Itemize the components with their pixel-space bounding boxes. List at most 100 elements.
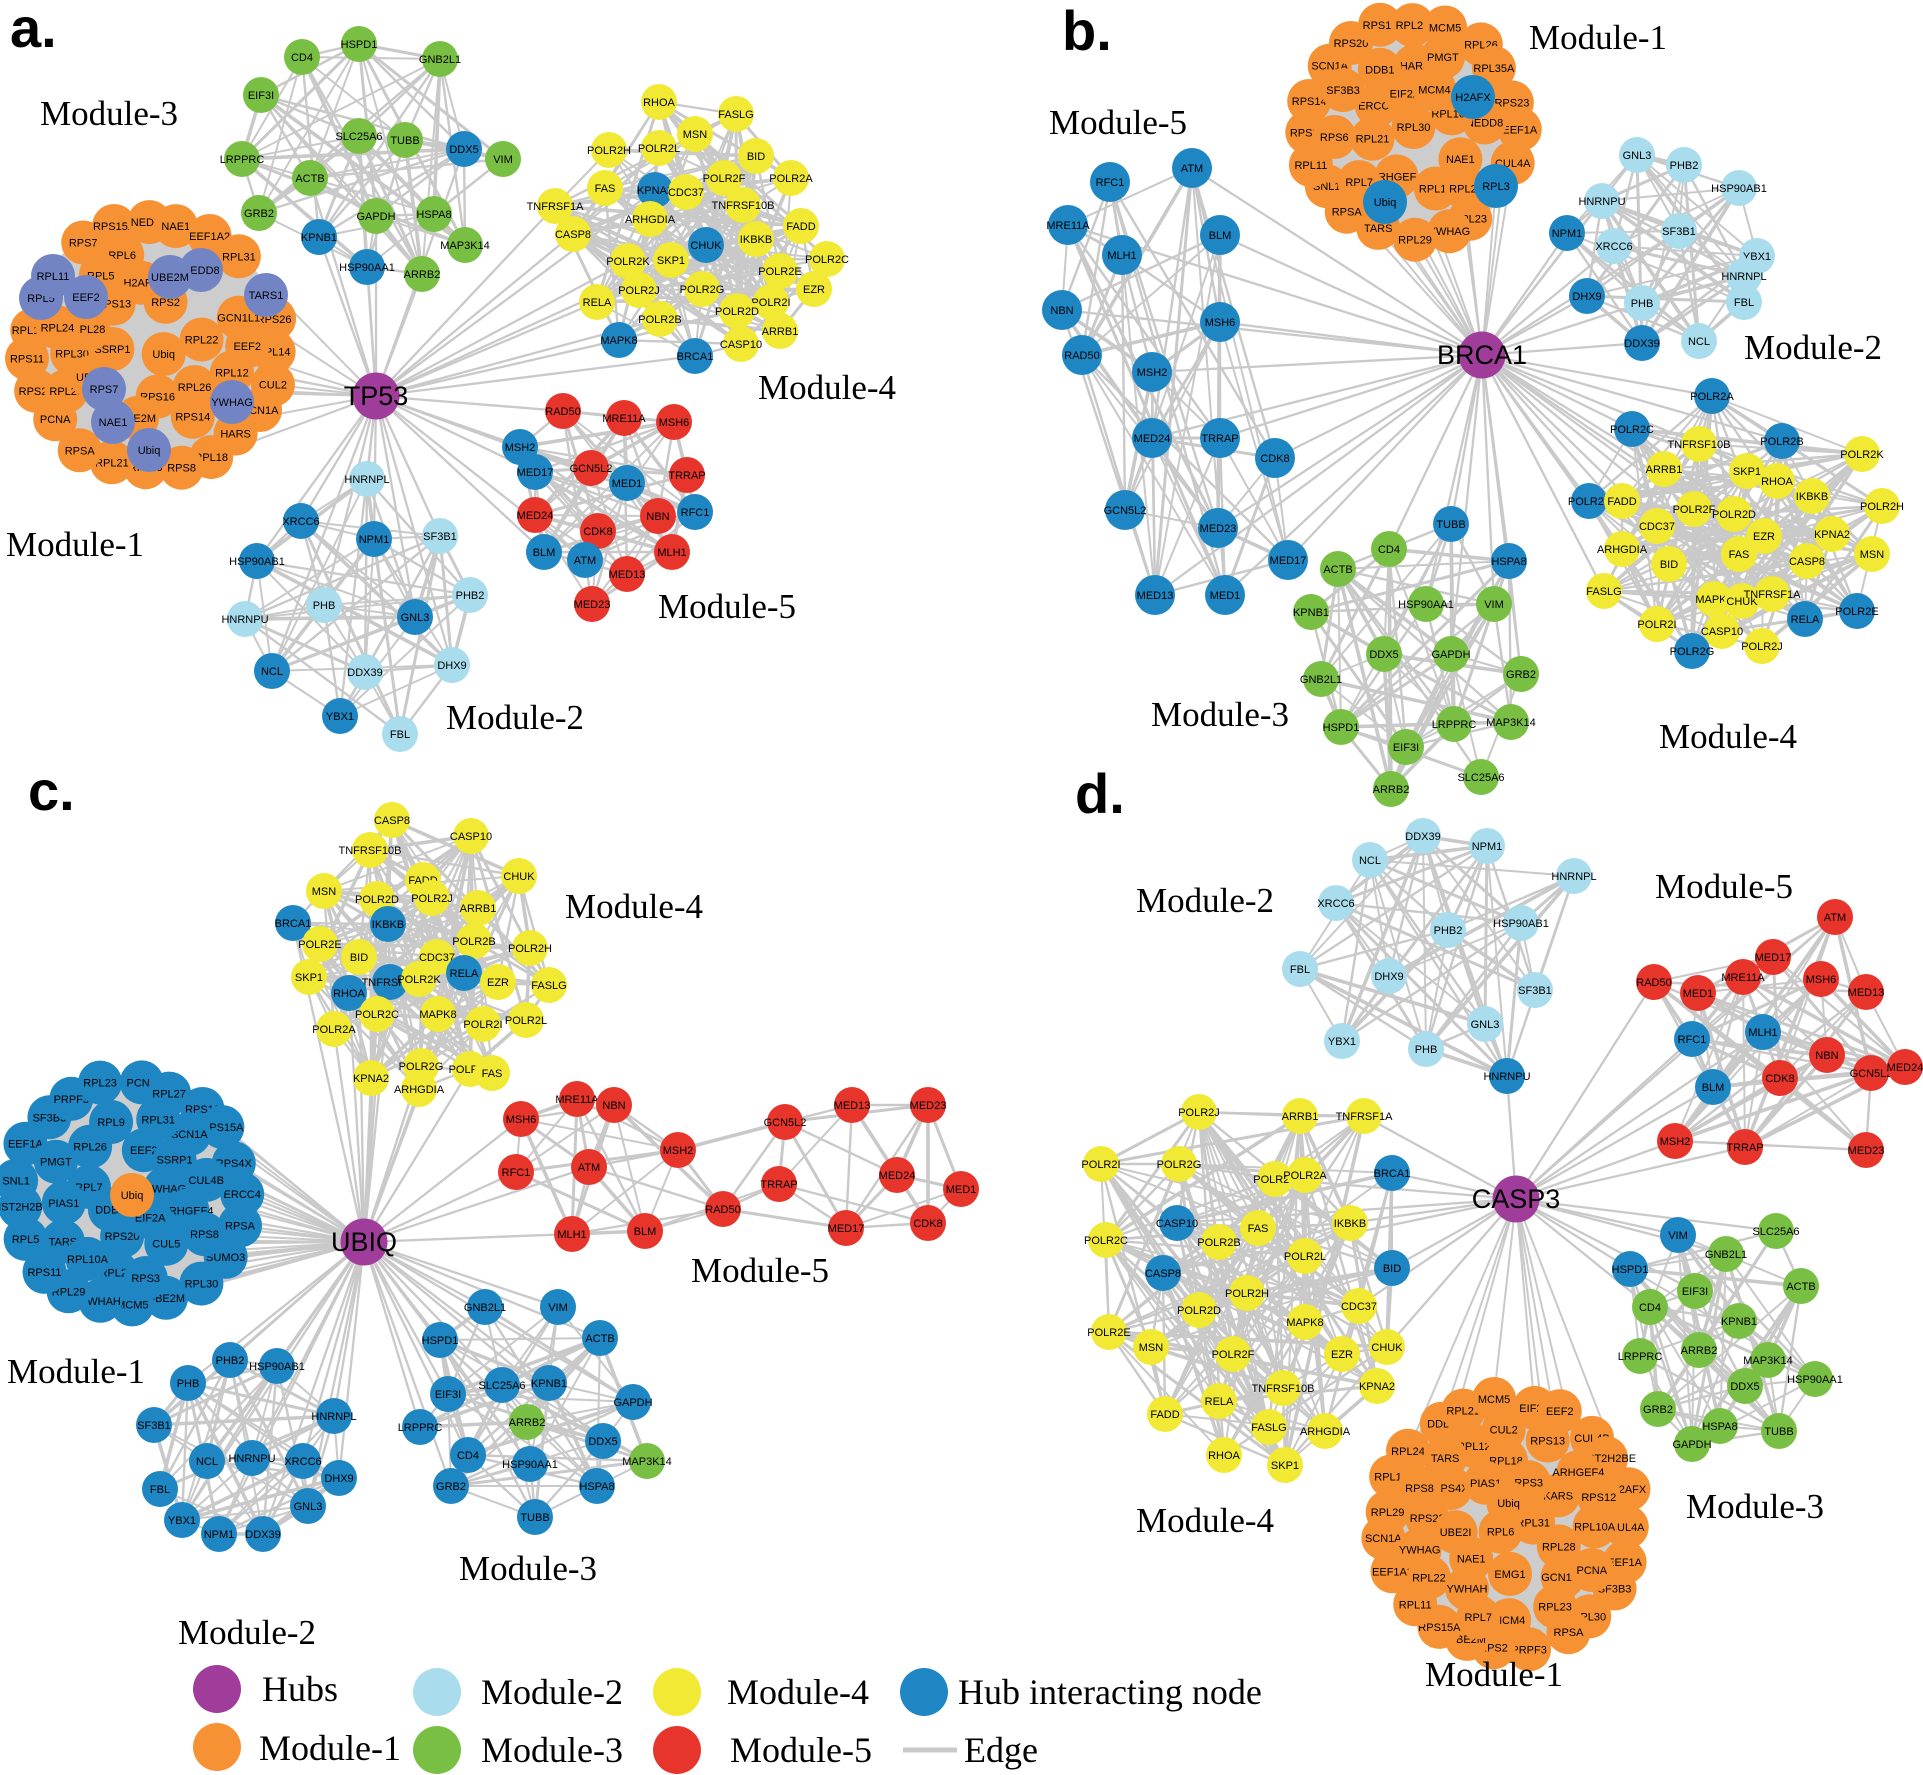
svg-text:HNRNPU: HNRNPU (228, 1453, 275, 1465)
svg-text:KPNB1: KPNB1 (1293, 607, 1329, 619)
svg-text:POLR2C: POLR2C (355, 1009, 399, 1021)
svg-text:TARS: TARS (1364, 223, 1393, 235)
svg-text:MAPK8: MAPK8 (1695, 594, 1732, 606)
svg-text:RPL24: RPL24 (41, 322, 75, 334)
svg-text:CHUK: CHUK (1726, 596, 1758, 608)
svg-text:VIM: VIM (548, 1302, 568, 1314)
svg-text:CUL2: CUL2 (1490, 1425, 1518, 1437)
svg-text:MED23: MED23 (910, 1100, 947, 1112)
svg-text:TP53: TP53 (344, 381, 409, 411)
svg-text:ARRB2: ARRB2 (1681, 1345, 1718, 1357)
svg-text:SLC25A6: SLC25A6 (1457, 772, 1504, 784)
svg-text:MSH6: MSH6 (1205, 317, 1236, 329)
svg-text:POLR2B: POLR2B (1197, 1237, 1240, 1249)
svg-text:PCNA: PCNA (1577, 1565, 1608, 1577)
svg-text:RPL26: RPL26 (73, 1142, 107, 1154)
svg-text:KPNA2: KPNA2 (1359, 1381, 1395, 1393)
svg-text:FBL: FBL (390, 729, 410, 741)
svg-text:MSH2: MSH2 (505, 442, 536, 454)
svg-text:RPL24: RPL24 (1391, 1446, 1425, 1458)
svg-text:TRRAP: TRRAP (1726, 1142, 1763, 1154)
svg-text:ARRB1: ARRB1 (1282, 1111, 1319, 1123)
svg-text:RPS12: RPS12 (1581, 1492, 1616, 1504)
svg-text:EEF1A2: EEF1A2 (189, 231, 230, 243)
svg-text:H2AFX: H2AFX (1455, 92, 1491, 104)
svg-text:TARS: TARS (1431, 1453, 1460, 1465)
svg-text:BID: BID (747, 151, 765, 163)
svg-text:GAPDH: GAPDH (356, 211, 395, 223)
svg-text:CASP8: CASP8 (1145, 1268, 1181, 1280)
svg-text:POLR2J: POLR2J (1178, 1107, 1220, 1119)
svg-text:POLR2I: POLR2I (463, 1019, 502, 1031)
svg-text:CDC37: CDC37 (419, 952, 455, 964)
svg-text:RPL29: RPL29 (1371, 1507, 1405, 1519)
svg-text:EIF2A: EIF2A (135, 1212, 166, 1224)
svg-text:BLM: BLM (1209, 230, 1232, 242)
svg-text:TRRAP: TRRAP (760, 1179, 797, 1191)
svg-text:CDC37: CDC37 (1341, 1301, 1377, 1313)
svg-text:DHX9: DHX9 (1374, 971, 1403, 983)
svg-text:UBE2M: UBE2M (151, 272, 189, 284)
svg-text:HSPD1: HSPD1 (422, 1335, 459, 1347)
svg-text:DHX9: DHX9 (1572, 291, 1601, 303)
svg-text:RFC1: RFC1 (1678, 1034, 1707, 1046)
svg-text:MLH1: MLH1 (657, 547, 686, 559)
svg-text:SKP1: SKP1 (1271, 1460, 1299, 1472)
svg-text:POLR2F: POLR2F (1673, 504, 1716, 516)
svg-text:POLR2A: POLR2A (769, 173, 813, 185)
svg-text:FAS: FAS (1248, 1223, 1269, 1235)
svg-text:TRRAP: TRRAP (1201, 433, 1238, 445)
svg-text:PHB2: PHB2 (216, 1355, 245, 1367)
svg-text:SLC25A6: SLC25A6 (1752, 1226, 1799, 1238)
svg-text:CASP3: CASP3 (1472, 1184, 1561, 1214)
svg-text:RELA: RELA (583, 297, 612, 309)
svg-text:DDX39: DDX39 (1405, 831, 1440, 843)
svg-text:ARRB2: ARRB2 (509, 1417, 546, 1429)
svg-text:ATM: ATM (574, 555, 596, 567)
svg-text:RPL10A: RPL10A (67, 1254, 109, 1266)
svg-text:XRCC6: XRCC6 (1595, 241, 1632, 253)
svg-text:POLR2F: POLR2F (1212, 1349, 1255, 1361)
svg-text:RAD50: RAD50 (705, 1204, 740, 1216)
svg-text:HNRNPL: HNRNPL (311, 1411, 356, 1423)
svg-text:RPS6: RPS6 (1320, 132, 1349, 144)
svg-text:RPSA: RPSA (225, 1221, 256, 1233)
svg-text:EEF1A: EEF1A (1607, 1557, 1643, 1569)
svg-text:CD4: CD4 (1639, 1302, 1661, 1314)
svg-text:Module-1: Module-1 (7, 1352, 145, 1391)
svg-text:ATM: ATM (1181, 163, 1203, 175)
svg-text:RPL26: RPL26 (178, 382, 212, 394)
svg-text:TARS1: TARS1 (249, 290, 284, 302)
svg-text:MLH1: MLH1 (1107, 250, 1136, 262)
svg-text:FADD: FADD (786, 221, 815, 233)
svg-text:RHOA: RHOA (643, 97, 675, 109)
svg-text:CUL2: CUL2 (259, 380, 287, 392)
svg-text:MED17: MED17 (828, 1223, 865, 1235)
svg-text:POLR2F: POLR2F (703, 173, 746, 185)
svg-text:Module-2: Module-2 (481, 1672, 623, 1712)
svg-text:SCN1A: SCN1A (171, 1129, 208, 1141)
svg-text:POLR2H: POLR2H (1860, 501, 1904, 513)
svg-text:ARRB1: ARRB1 (1646, 464, 1683, 476)
svg-text:GRB2: GRB2 (244, 208, 274, 220)
svg-text:GNL3: GNL3 (401, 612, 430, 624)
svg-text:YWHAG: YWHAG (211, 397, 253, 409)
svg-text:DDX5: DDX5 (588, 1436, 617, 1448)
svg-text:DDX5: DDX5 (449, 144, 478, 156)
svg-text:HSP90AA1: HSP90AA1 (1398, 599, 1454, 611)
svg-text:ARRB2: ARRB2 (1373, 784, 1410, 796)
svg-text:RPS23: RPS23 (1410, 1513, 1445, 1525)
svg-text:CDC37: CDC37 (1639, 521, 1675, 533)
svg-text:ATM: ATM (1824, 912, 1846, 924)
svg-text:RPSA: RPSA (1554, 1627, 1585, 1639)
svg-text:GRB2: GRB2 (1506, 669, 1536, 681)
svg-text:LRPPRC: LRPPRC (1432, 719, 1477, 731)
svg-text:KPNB1: KPNB1 (531, 1378, 567, 1390)
svg-text:RPS11: RPS11 (27, 1267, 61, 1279)
svg-text:DDX5: DDX5 (1369, 649, 1398, 661)
svg-text:RPL7: RPL7 (1465, 1612, 1493, 1624)
svg-text:NCL: NCL (196, 1456, 218, 1468)
svg-text:POLR2K: POLR2K (397, 974, 441, 986)
svg-text:Module-4: Module-4 (758, 368, 896, 407)
svg-text:GCN5L2: GCN5L2 (1104, 505, 1147, 517)
